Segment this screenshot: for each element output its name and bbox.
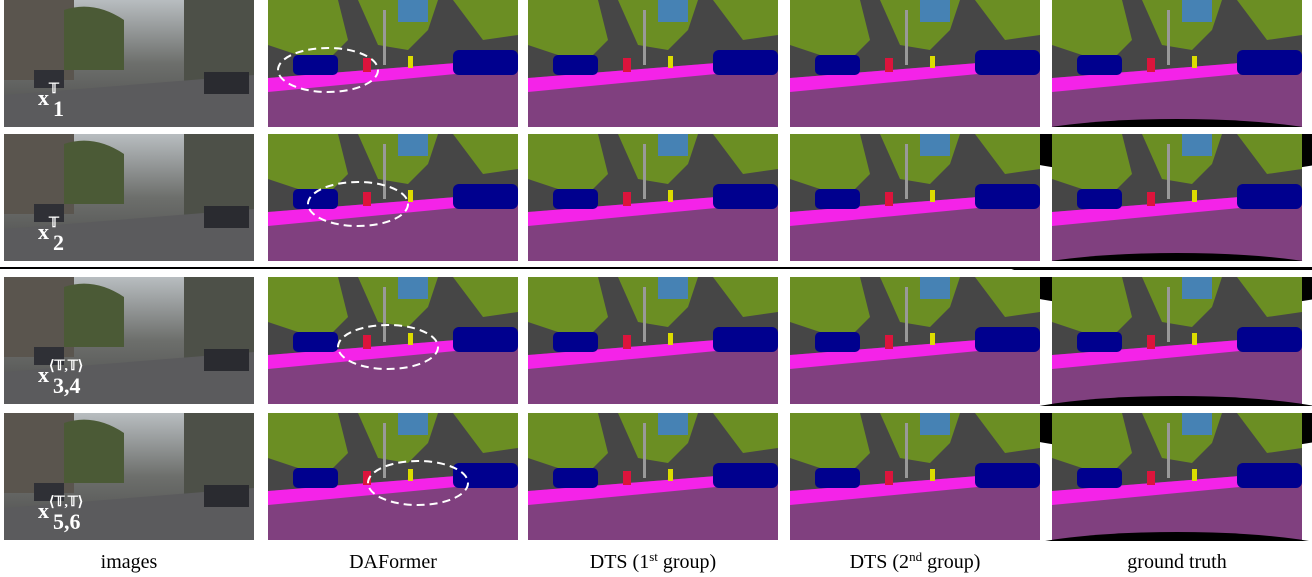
segmentation-map — [1052, 277, 1302, 404]
row-symbol: x — [38, 498, 49, 523]
gap — [0, 406, 1312, 413]
segmentation-map — [1052, 134, 1302, 261]
row-superscript: ⟨𝕋,𝕋⟩ — [49, 359, 83, 374]
label-part: DTS (2 — [850, 551, 909, 573]
gap — [0, 270, 1312, 277]
row-symbol: x — [38, 85, 49, 110]
segmentation-map — [790, 277, 1040, 404]
segmentation-map — [790, 413, 1040, 540]
row-subscript: 1 — [53, 96, 64, 121]
gap — [0, 127, 1312, 134]
label-part: group) — [922, 551, 980, 573]
figure: x𝕋1x𝕋2x⟨𝕋,𝕋⟩3,4x⟨𝕋,𝕋⟩5,6imagesDAFormerDT… — [0, 0, 1312, 577]
segmentation-map — [528, 413, 778, 540]
segmentation-map — [1052, 413, 1302, 540]
row-subscript: 5,6 — [53, 509, 81, 534]
gap — [0, 261, 1312, 267]
segmentation-map — [790, 134, 1040, 261]
row-symbol: x — [38, 362, 49, 387]
segmentation-map — [268, 413, 518, 540]
segmentation-map — [268, 277, 518, 404]
row-superscript: 𝕋 — [48, 216, 60, 231]
label-part: DTS (1 — [590, 551, 649, 573]
label-part: ground truth — [1127, 551, 1226, 573]
row-symbol: x — [38, 219, 49, 244]
column-label: DAFormer — [349, 551, 437, 573]
label-superscript: nd — [909, 549, 923, 564]
segmentation-map — [528, 134, 778, 261]
label-part: group) — [658, 551, 716, 573]
row-subscript: 2 — [53, 230, 64, 255]
segmentation-map — [268, 134, 518, 261]
segmentation-map — [528, 0, 778, 127]
row-superscript: 𝕋 — [48, 82, 60, 97]
label-part: DAFormer — [349, 551, 437, 573]
segmentation-map — [528, 277, 778, 404]
column-label: images — [101, 551, 158, 573]
segmentation-map — [268, 0, 518, 127]
row-superscript: ⟨𝕋,𝕋⟩ — [49, 495, 83, 510]
row-subscript: 3,4 — [53, 373, 81, 398]
segmentation-map — [790, 0, 1040, 127]
column-label: ground truth — [1127, 551, 1226, 573]
label-part: images — [101, 551, 158, 573]
segmentation-map — [1052, 0, 1302, 127]
